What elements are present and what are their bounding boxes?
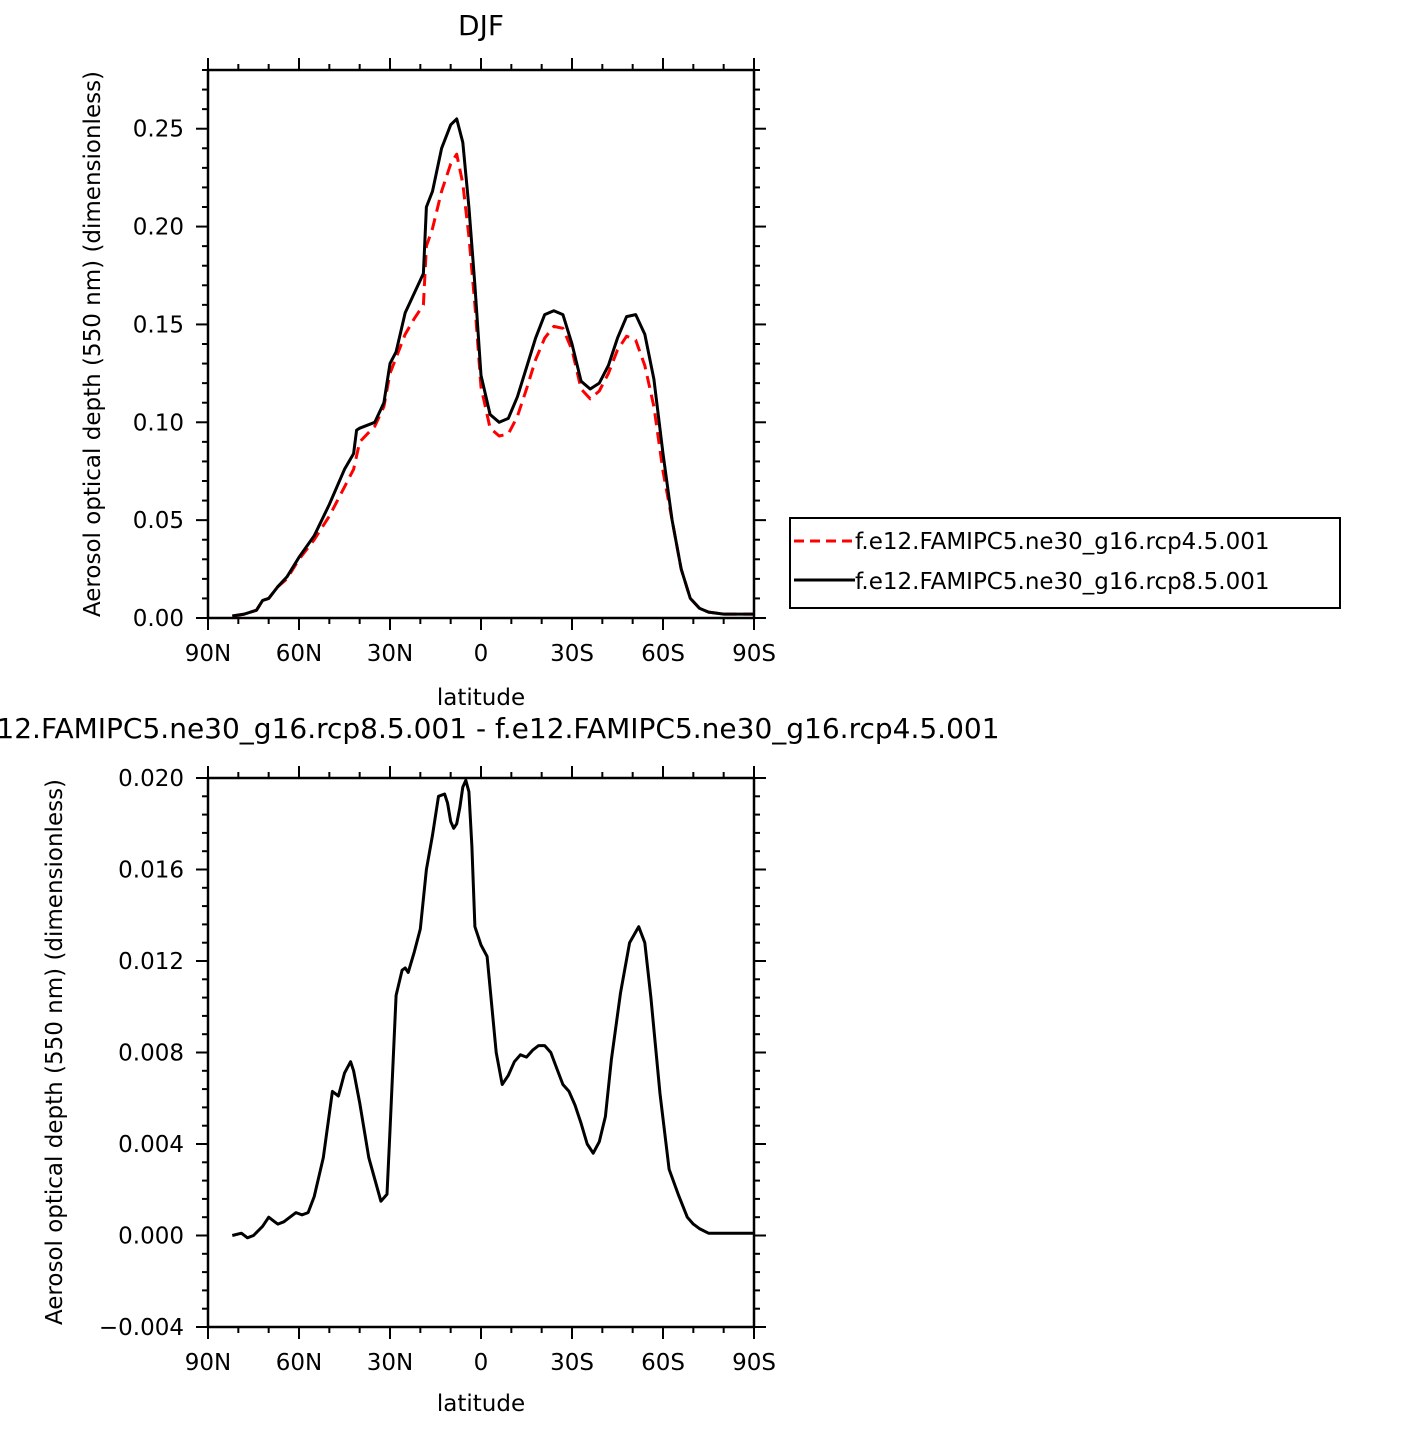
top-x-tick-label: 30S xyxy=(550,641,594,667)
top-y-tick-label: 0.20 xyxy=(133,215,184,241)
bottom-y-tick-label: −0.004 xyxy=(99,1315,184,1341)
top-x-tick-label: 30N xyxy=(367,641,413,667)
top-series-line-1 xyxy=(232,117,754,618)
top-legend: f.e12.FAMIPC5.ne30_g16.rcp4.5.001 f.e12.… xyxy=(789,517,1341,609)
top-panel: DJF Aerosol optical depth (550 nm) (dime… xyxy=(80,9,776,711)
bottom-x-tick-label: 60N xyxy=(276,1350,322,1376)
top-x-tick-label: 0 xyxy=(474,641,489,667)
bottom-y-axis-label: Aerosol optical depth (550 nm) (dimensio… xyxy=(42,779,68,1325)
bottom-x-axis-label: latitude xyxy=(437,1391,525,1417)
top-y-tick-label: 0.00 xyxy=(133,606,184,632)
top-y-tick-label: 0.05 xyxy=(133,508,184,534)
top-y-tick-label: 0.10 xyxy=(133,410,184,436)
top-y-axis-label: Aerosol optical depth (550 nm) (dimensio… xyxy=(80,71,106,617)
bottom-x-tick-label: 90S xyxy=(732,1350,776,1376)
bottom-series-line-0 xyxy=(231,778,754,1240)
top-y-tick-label: 0.25 xyxy=(133,117,184,143)
top-series-line-0 xyxy=(232,152,754,618)
bottom-panel: f.e12.FAMIPC5.ne30_g16.rcp8.5.001 - f.e1… xyxy=(0,712,1000,1417)
legend-box xyxy=(789,517,1341,609)
legend-label-rcp45: f.e12.FAMIPC5.ne30_g16.rcp4.5.001 xyxy=(855,529,1269,555)
top-plot-frame xyxy=(206,68,756,620)
bottom-x-tick-label: 90N xyxy=(185,1350,231,1376)
bottom-y-tick-label: 0.012 xyxy=(118,949,184,975)
top-x-tick-label: 60N xyxy=(276,641,322,667)
top-chart-title: DJF xyxy=(458,9,504,42)
bottom-x-tick-label: 0 xyxy=(474,1350,489,1376)
bottom-y-tick-label: 0.008 xyxy=(118,1041,184,1067)
legend-label-rcp85: f.e12.FAMIPC5.ne30_g16.rcp8.5.001 xyxy=(855,569,1269,595)
bottom-y-tick-label: 0.000 xyxy=(118,1224,184,1250)
bottom-x-tick-label: 30N xyxy=(367,1350,413,1376)
top-y-tick-label: 0.15 xyxy=(133,312,184,338)
top-x-tick-label: 90S xyxy=(732,641,776,667)
bottom-y-tick-label: 0.004 xyxy=(118,1132,184,1158)
bottom-axes: 90N 60N 30N 0 30S 60S 90S −0.004 0.000 0.004 0.008… xyxy=(99,766,776,1376)
bottom-x-tick-label: 30S xyxy=(550,1350,594,1376)
bottom-chart-title: f.e12.FAMIPC5.ne30_g16.rcp8.5.001 - f.e1… xyxy=(0,712,1000,745)
bottom-x-tick-label: 60S xyxy=(641,1350,685,1376)
top-axes: 90N 60N 30N 0 30S 60S 90S 0.00 0.05 0.10 0.15 0.20 0… xyxy=(133,58,776,667)
bottom-y-tick-label: 0.016 xyxy=(118,858,184,884)
top-x-tick-label: 60S xyxy=(641,641,685,667)
top-x-axis-label: latitude xyxy=(437,685,525,711)
top-x-tick-label: 90N xyxy=(185,641,231,667)
top-series-group xyxy=(232,117,754,618)
bottom-series-group xyxy=(231,778,754,1240)
bottom-plot-frame xyxy=(206,776,756,1329)
bottom-y-tick-label: 0.020 xyxy=(118,766,184,792)
